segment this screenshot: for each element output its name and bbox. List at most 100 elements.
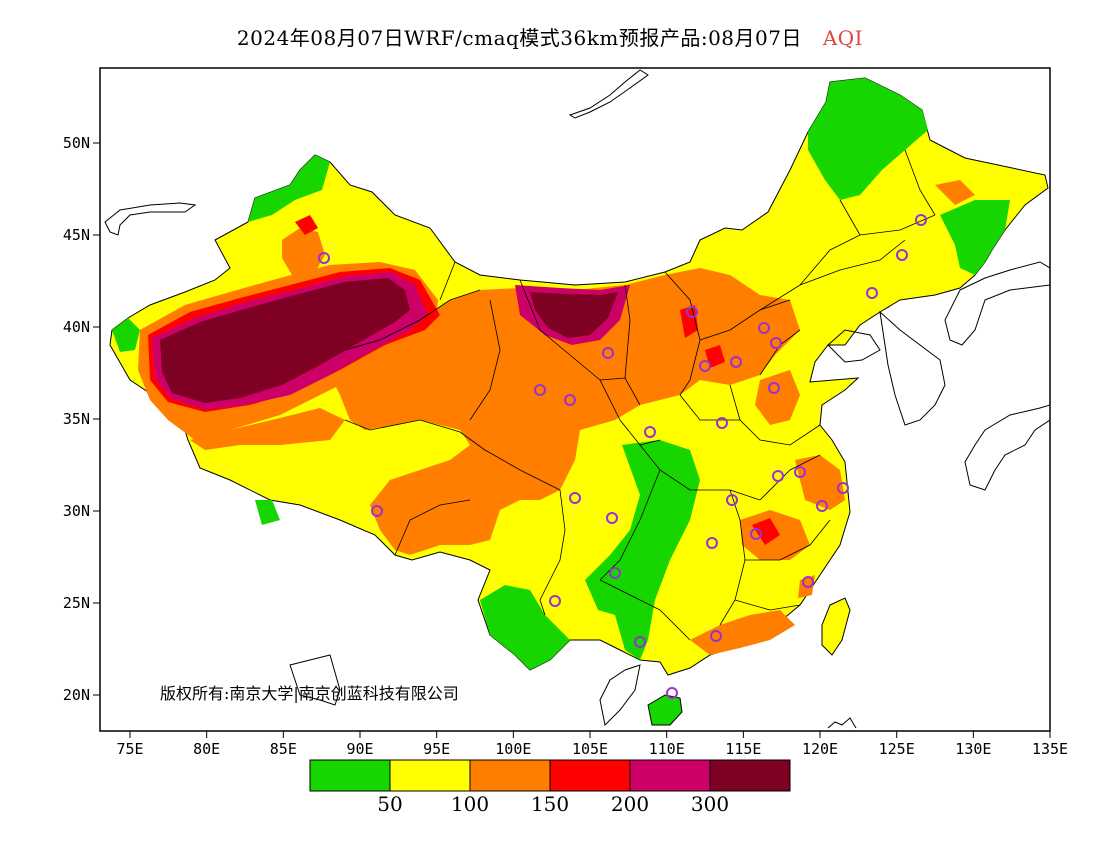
station-marker <box>706 537 718 549</box>
map-frame <box>99 67 1051 732</box>
legend-swatch <box>709 759 791 792</box>
peninsula-outline <box>879 310 946 426</box>
yellow-sea-coast <box>827 329 881 363</box>
station-marker <box>726 494 738 506</box>
orange-xinjiang-north <box>282 228 325 275</box>
lon-tick-label: 105E <box>572 740 608 758</box>
station-marker <box>699 360 711 372</box>
station-marker <box>866 287 878 299</box>
lon-tick-label: 120E <box>802 740 838 758</box>
lat-tick-label: 45N <box>63 226 90 244</box>
lon-tick-label: 80E <box>193 740 220 758</box>
orange-south-coast <box>690 610 795 655</box>
orange-north-central <box>330 268 800 555</box>
copyright-text: 版权所有:南京大学|南京创蓝科技有限公司 <box>160 684 459 703</box>
station-marker <box>915 214 927 226</box>
taiwan <box>821 597 851 656</box>
legend-swatch <box>629 759 711 792</box>
lon-tick-label: 130E <box>955 740 991 758</box>
lat-tick-label: 50N <box>63 134 90 152</box>
legend-label: 100 <box>451 792 489 816</box>
station-marker <box>794 466 806 478</box>
indochina-outline <box>289 654 341 706</box>
lat-tick-label: 30N <box>63 502 90 520</box>
station-marker <box>569 492 581 504</box>
orange-yangtze-delta <box>795 455 845 510</box>
red-xinjiang-north-spot <box>295 215 318 235</box>
title-variable: AQI <box>822 26 864 50</box>
legend-label: 200 <box>611 792 649 816</box>
station-marker <box>750 528 762 540</box>
station-marker <box>772 470 784 482</box>
station-marker <box>564 394 576 406</box>
station-marker <box>837 482 849 494</box>
station-marker <box>770 337 782 349</box>
green-northwest-fringe <box>248 155 330 222</box>
legend-swatch <box>469 759 551 792</box>
japan-outline <box>964 404 1050 491</box>
station-marker <box>802 576 814 588</box>
station-marker <box>816 500 828 512</box>
lon-tick-label: 125E <box>879 740 915 758</box>
station-marker <box>318 252 330 264</box>
orange-northeast-patch <box>935 180 975 205</box>
orange-east <box>755 370 800 425</box>
station-marker <box>534 384 546 396</box>
station-markers <box>318 214 927 699</box>
legend-swatch <box>309 759 391 792</box>
lon-tick-label: 95E <box>423 740 450 758</box>
legend-label: 150 <box>531 792 569 816</box>
legend-label: 50 <box>377 792 402 816</box>
lat-tick-label: 35N <box>63 410 90 428</box>
legend-swatch <box>389 759 471 792</box>
green-southwest <box>480 585 570 670</box>
philippines-outline <box>827 717 857 729</box>
station-marker <box>768 382 780 394</box>
station-marker <box>666 687 678 699</box>
lon-tick-label: 115E <box>725 740 761 758</box>
station-marker <box>606 512 618 524</box>
green-northeast <box>808 78 928 200</box>
green-tibet-south <box>255 500 280 525</box>
maroon-gobi <box>530 292 618 338</box>
color-legend: 50 100 150 200 300 <box>309 759 791 816</box>
lon-tick-label: 90E <box>346 740 373 758</box>
lat-tick-label: 40N <box>63 318 90 336</box>
kazakh-lake-outline <box>104 202 197 236</box>
station-marker <box>549 595 561 607</box>
lat-tick-label: 20N <box>63 686 90 704</box>
station-marker <box>609 567 621 579</box>
station-marker <box>686 306 698 318</box>
red-huabei-spot-2 <box>705 345 725 368</box>
longitude-axis: 75E 80E 85E 90E 95E 100E 105E 110E 115E 120E 125E 1… <box>116 731 1068 758</box>
green-south-central <box>585 440 700 660</box>
green-east-coast <box>940 200 1010 275</box>
station-marker <box>602 347 614 359</box>
baikal-outline <box>568 69 649 119</box>
legend-swatch <box>549 759 631 792</box>
lon-tick-label: 75E <box>116 740 143 758</box>
lat-tick-label: 25N <box>63 594 90 612</box>
orange-tibet-south-band <box>190 408 345 450</box>
korea-outline <box>944 261 1050 346</box>
station-marker <box>644 426 656 438</box>
lon-tick-label: 110E <box>649 740 685 758</box>
neighbor-outlines <box>104 69 1050 729</box>
latitude-axis: 50N 45N 40N 35N 30N 25N 20N <box>63 134 100 704</box>
station-marker <box>758 322 770 334</box>
station-marker <box>634 636 646 648</box>
station-marker <box>716 417 728 429</box>
green-hainan <box>647 694 683 726</box>
indochina-outline-2 <box>599 664 641 727</box>
station-marker <box>371 505 383 517</box>
maroon-tarim <box>160 278 410 403</box>
red-jiangnan-spot <box>752 518 780 545</box>
title-main: 2024年08月07日WRF/cmaq模式36km预报产品:08月07日 <box>236 26 802 50</box>
legend-label: 300 <box>691 792 729 816</box>
lon-tick-label: 85E <box>270 740 297 758</box>
station-marker <box>730 356 742 368</box>
map-content <box>104 69 1050 729</box>
station-marker <box>710 630 722 642</box>
map-title: 2024年08月07日WRF/cmaq模式36km预报产品:08月07日 AQI <box>0 22 1100 51</box>
